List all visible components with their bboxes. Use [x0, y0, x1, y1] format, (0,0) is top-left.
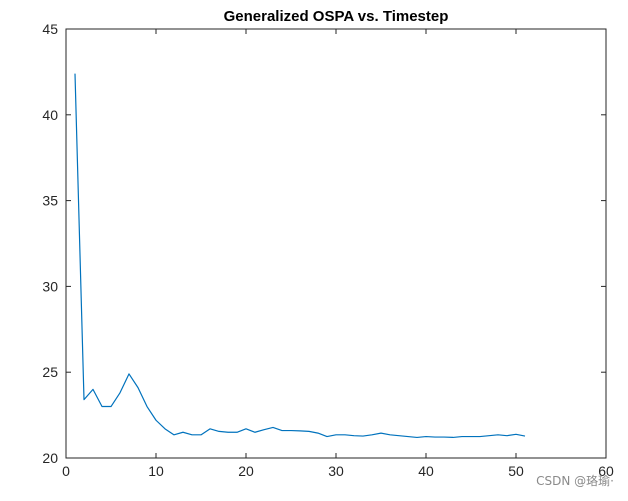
data-point	[299, 430, 300, 431]
x-tick-label: 20	[238, 463, 254, 479]
data-point	[173, 434, 174, 435]
x-tick-label: 50	[508, 463, 524, 479]
data-point	[443, 436, 444, 437]
data-point	[83, 399, 84, 400]
data-point	[353, 435, 354, 436]
y-tick-label: 20	[42, 450, 58, 466]
data-point	[119, 392, 120, 393]
data-point	[182, 432, 183, 433]
data-point	[479, 436, 480, 437]
x-axis-ticks: 0 10 20 30 40 50 60	[62, 29, 614, 479]
data-point	[416, 437, 417, 438]
data-point	[155, 420, 156, 421]
data-point	[470, 436, 471, 437]
data-point	[317, 433, 318, 434]
data-point	[200, 434, 201, 435]
series-group	[74, 73, 526, 439]
data-point	[515, 434, 516, 435]
y-tick-label: 40	[42, 107, 58, 123]
data-point	[497, 434, 498, 435]
axes	[65, 28, 607, 459]
x-tick-label: 60	[598, 463, 614, 479]
series-line	[74, 73, 526, 439]
data-point	[281, 430, 282, 431]
data-point	[209, 428, 210, 429]
data-point	[146, 406, 147, 407]
data-point	[344, 434, 345, 435]
y-tick-label: 45	[42, 21, 58, 37]
data-point	[389, 434, 390, 435]
data-point	[254, 432, 255, 433]
chart-title: Generalized OSPA vs. Timestep	[224, 8, 449, 25]
data-point	[380, 433, 381, 434]
data-point	[308, 431, 309, 432]
data-point	[92, 389, 93, 390]
data-point	[362, 435, 363, 436]
data-point	[335, 434, 336, 435]
data-point	[263, 429, 264, 430]
y-tick-label: 25	[42, 364, 58, 380]
data-point	[218, 431, 219, 432]
data-point	[227, 432, 228, 433]
x-tick-label: 30	[328, 463, 344, 479]
data-point	[425, 436, 426, 437]
data-point	[524, 435, 525, 436]
data-point	[371, 434, 372, 435]
data-point	[452, 437, 453, 438]
y-tick-label: 35	[42, 193, 58, 209]
data-point	[164, 428, 165, 429]
data-point	[110, 406, 111, 407]
y-tick-label: 30	[42, 278, 58, 294]
plot-box	[65, 28, 607, 459]
data-point	[398, 435, 399, 436]
data-point	[506, 435, 507, 436]
x-tick-label: 10	[148, 463, 164, 479]
data-point	[326, 436, 327, 437]
data-point	[488, 435, 489, 436]
data-point	[434, 436, 435, 437]
watermark: CSDN @珞瑜·	[536, 474, 614, 488]
data-point	[461, 436, 462, 437]
data-point	[290, 430, 291, 431]
data-point	[407, 436, 408, 437]
x-tick-label: 40	[418, 463, 434, 479]
data-point	[245, 428, 246, 429]
data-point	[236, 432, 237, 433]
data-point	[272, 427, 273, 428]
data-point	[137, 387, 138, 388]
data-point	[191, 434, 192, 435]
data-point	[128, 373, 129, 374]
data-point	[101, 406, 102, 407]
y-axis-ticks: 20 25 30 35 40 45	[42, 21, 606, 466]
x-tick-label: 0	[62, 463, 70, 479]
data-point	[74, 73, 75, 74]
